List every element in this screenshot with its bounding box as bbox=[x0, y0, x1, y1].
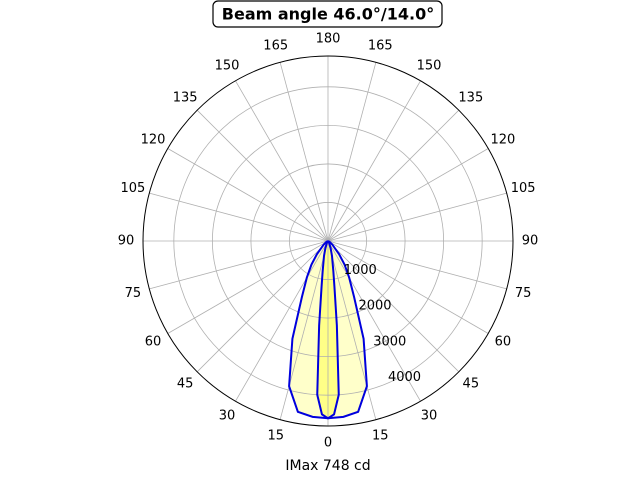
grid-spoke bbox=[327, 240, 460, 373]
theta-tick-label: 45 bbox=[177, 376, 194, 391]
title-box bbox=[212, 0, 443, 28]
theta-tick-label: 180 bbox=[316, 32, 341, 47]
theta-tick-label: 90 bbox=[118, 234, 135, 249]
grid-spoke bbox=[327, 148, 489, 242]
theta-tick-label: 15 bbox=[372, 429, 389, 444]
grid-spoke bbox=[327, 80, 421, 242]
grid-spoke bbox=[149, 240, 329, 290]
grid-spoke bbox=[327, 109, 460, 242]
theta-tick-label: 90 bbox=[522, 234, 539, 249]
theta-tick-label: 150 bbox=[417, 59, 442, 74]
theta-tick-label: 60 bbox=[145, 335, 162, 350]
grid-spoke bbox=[279, 240, 329, 420]
theta-tick-label: 60 bbox=[495, 335, 512, 350]
theta-tick-label: 30 bbox=[219, 408, 236, 423]
theta-tick-label: 165 bbox=[263, 38, 288, 53]
grid-spoke bbox=[196, 109, 329, 242]
theta-tick-label: 105 bbox=[120, 181, 145, 196]
outer-frame bbox=[142, 55, 514, 427]
grid-spoke bbox=[327, 240, 377, 420]
x-axis-label: IMax 748 cd bbox=[285, 458, 370, 474]
theta-tick-label: 120 bbox=[141, 133, 166, 148]
theta-tick-label: 150 bbox=[215, 59, 240, 74]
grid-spoke bbox=[327, 240, 421, 402]
theta-tick-label: 165 bbox=[368, 38, 393, 53]
grid-spoke bbox=[235, 80, 329, 242]
theta-tick-label: 135 bbox=[173, 91, 198, 106]
theta-tick-label: 75 bbox=[515, 286, 532, 301]
grid-spoke bbox=[279, 62, 329, 242]
grid-spoke bbox=[327, 62, 377, 242]
r-tick-label: 1000 bbox=[344, 263, 377, 278]
theta-tick-label: 30 bbox=[421, 408, 438, 423]
theta-tick-label: 135 bbox=[458, 91, 483, 106]
beam-curve bbox=[316, 240, 340, 420]
r-tick-label: 2000 bbox=[358, 299, 391, 314]
grid-spoke bbox=[149, 192, 329, 242]
grid-spoke bbox=[327, 240, 507, 290]
chart-title: Beam angle 46.0°/14.0° bbox=[222, 5, 434, 24]
grid-spoke bbox=[235, 240, 329, 402]
theta-tick-label: 75 bbox=[125, 286, 142, 301]
grid-spoke bbox=[327, 192, 507, 242]
theta-tick-label: 105 bbox=[511, 181, 536, 196]
r-tick-label: 3000 bbox=[373, 334, 406, 349]
grid-spoke bbox=[327, 240, 489, 334]
theta-tick-label: 15 bbox=[267, 429, 284, 444]
grid-spoke bbox=[167, 148, 329, 242]
theta-tick-label: 0 bbox=[324, 436, 332, 451]
r-tick-label: 4000 bbox=[388, 370, 421, 385]
theta-tick-label: 45 bbox=[463, 376, 480, 391]
grid-spoke bbox=[196, 240, 329, 373]
grid-spoke bbox=[167, 240, 329, 334]
theta-tick-label: 120 bbox=[491, 133, 516, 148]
